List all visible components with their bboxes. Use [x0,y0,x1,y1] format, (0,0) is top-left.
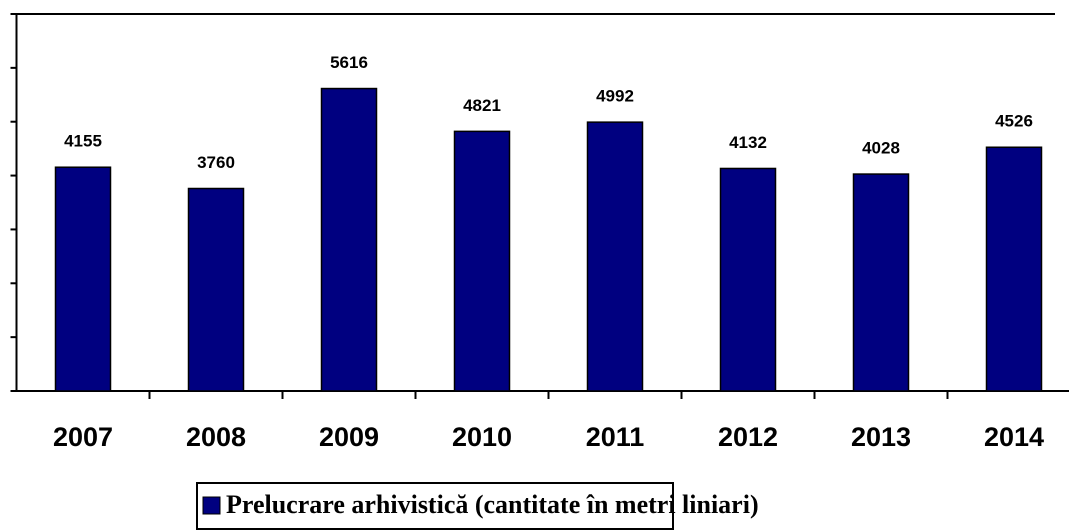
data-label: 4028 [862,139,900,158]
x-tick-label: 2011 [586,422,645,452]
bar [54,166,112,392]
legend-swatch [202,496,221,515]
data-label: 5616 [330,53,368,72]
x-tick-label: 2010 [452,422,512,452]
data-label: 4132 [729,133,767,152]
data-label: 4526 [995,112,1033,131]
data-label: 4821 [463,96,501,115]
x-tick-label: 2012 [718,422,778,452]
x-tick-label: 2009 [319,422,379,452]
x-tick-label: 2013 [851,422,911,452]
bar [985,146,1043,392]
data-label: 3760 [197,153,235,172]
bar [852,173,910,392]
bar [586,121,644,392]
legend-label: Prelucrare arhivistică (cantitate în met… [226,490,759,519]
bar [453,130,511,392]
x-tick-label: 2008 [186,422,246,452]
data-label: 4992 [596,87,634,106]
x-tick-label: 2007 [53,422,113,452]
bar [320,87,378,392]
legend-box [196,482,674,530]
bar [719,167,777,392]
bar [187,187,245,392]
data-label: 4155 [64,132,102,151]
x-tick-label: 2014 [984,422,1044,452]
